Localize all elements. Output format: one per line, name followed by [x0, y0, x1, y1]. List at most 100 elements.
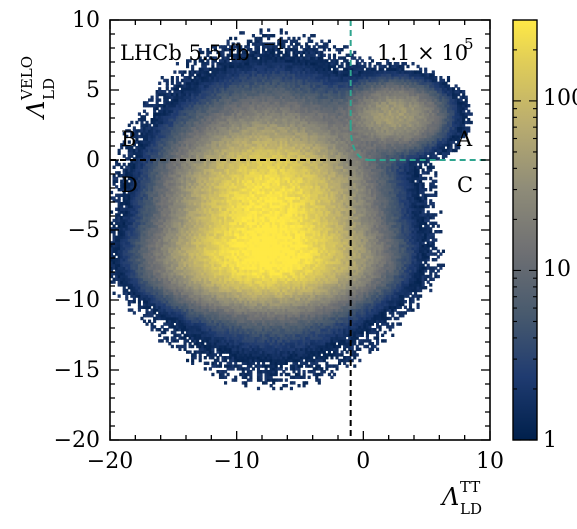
heatmap-cell: [130, 160, 134, 164]
heatmap-cell: [193, 112, 197, 116]
heatmap-cell: [198, 143, 202, 147]
heatmap-cell: [178, 129, 182, 133]
heatmap-cell: [173, 286, 177, 290]
heatmap-cell: [173, 277, 177, 281]
heatmap-cell: [115, 179, 119, 183]
heatmap-cell: [142, 171, 147, 175]
heatmap-cell: [120, 221, 124, 225]
heatmap-cell: [193, 260, 197, 265]
heatmap-cell: [175, 311, 179, 315]
heatmap-cell: [125, 263, 129, 267]
heatmap-cell: [186, 104, 190, 108]
heatmap-cell: [163, 98, 167, 102]
heatmap-cell: [203, 106, 207, 111]
heatmap-cell: [193, 266, 197, 270]
heatmap-cell: [163, 134, 167, 139]
heatmap-cell: [145, 193, 149, 197]
heatmap-cell: [203, 168, 207, 172]
heatmap-cell: [117, 255, 121, 259]
heatmap-cell: [193, 202, 197, 206]
heatmap-cell: [193, 272, 197, 276]
heatmap-cell: [117, 199, 121, 203]
heatmap-cell: [198, 269, 202, 273]
heatmap-cell: [135, 286, 139, 290]
heatmap-cell: [175, 101, 179, 105]
heatmap-cell: [117, 260, 121, 265]
heatmap-cell: [158, 109, 162, 113]
heatmap-cell: [188, 277, 192, 281]
heatmap-cell: [160, 244, 164, 248]
heatmap-cell: [148, 213, 152, 217]
heatmap-cell: [173, 316, 177, 321]
heatmap-cell: [168, 241, 172, 245]
heatmap-cell: [120, 241, 124, 245]
heatmap-cell: [160, 325, 164, 329]
heatmap-cell: [160, 266, 164, 270]
heatmap-cell: [112, 258, 116, 262]
heatmap-cell: [158, 87, 162, 91]
heatmap-cell: [137, 134, 141, 139]
heatmap-cell: [142, 283, 147, 287]
heatmap-cell: [125, 202, 129, 206]
heatmap-cell: [142, 263, 147, 267]
heatmap-cell: [132, 291, 136, 295]
heatmap-cell: [155, 101, 159, 105]
heatmap-cell: [188, 255, 192, 259]
heatmap-cell: [153, 238, 157, 242]
heatmap-cell: [150, 288, 154, 293]
heatmap-cell: [196, 118, 200, 122]
heatmap-cell: [180, 98, 185, 102]
heatmap-cell: [132, 190, 136, 195]
heatmap-cell: [160, 302, 164, 307]
heatmap-cell: [186, 165, 190, 169]
heatmap-cell: [142, 210, 147, 214]
heatmap-cell: [173, 90, 177, 94]
heatmap-cell: [137, 227, 141, 231]
heatmap-cell: [153, 148, 157, 153]
heatmap-cell: [163, 190, 167, 195]
heatmap-cell: [173, 207, 177, 211]
heatmap-cell: [165, 269, 169, 273]
heatmap-cell: [191, 118, 195, 122]
heatmap-cell: [203, 154, 207, 158]
heatmap-cell: [193, 84, 197, 88]
heatmap-cell: [120, 277, 124, 281]
heatmap-cell: [122, 168, 126, 172]
heatmap-cell: [117, 188, 121, 192]
heatmap-cell: [165, 283, 169, 287]
heatmap-cell: [178, 168, 182, 172]
heatmap-cell: [178, 109, 182, 113]
heatmap-cell: [188, 333, 192, 337]
heatmap-cell: [158, 260, 162, 265]
heatmap-cell: [203, 216, 207, 220]
heatmap-cell: [137, 283, 141, 287]
heatmap-cell: [173, 185, 177, 189]
heatmap-cell: [127, 148, 131, 153]
heatmap-cell: [173, 210, 177, 214]
heatmap-cell: [186, 288, 190, 293]
heatmap-cell: [178, 288, 182, 293]
heatmap-cell: [178, 246, 182, 251]
heatmap-cell: [191, 92, 195, 97]
heatmap-cell: [127, 188, 131, 192]
heatmap-cell: [145, 171, 149, 175]
heatmap-cell: [145, 227, 149, 231]
heatmap-cell: [198, 322, 202, 326]
heatmap-cell: [193, 157, 197, 161]
heatmap-cell: [175, 165, 179, 169]
heatmap-cell: [201, 238, 205, 242]
heatmap-cell: [180, 70, 185, 74]
heatmap-cell: [175, 84, 179, 88]
heatmap-cell: [145, 160, 149, 164]
heatmap-cell: [165, 258, 169, 262]
heatmap-cell: [132, 286, 136, 290]
heatmap-cell: [153, 182, 157, 186]
heatmap-cell: [155, 126, 159, 130]
heatmap-cell: [170, 146, 174, 150]
heatmap-cell: [178, 291, 182, 295]
heatmap-cell: [130, 171, 134, 175]
heatmap-cell: [158, 277, 162, 281]
heatmap-cell: [145, 188, 149, 192]
heatmap-cell: [155, 185, 159, 189]
heatmap-cell: [188, 316, 192, 321]
